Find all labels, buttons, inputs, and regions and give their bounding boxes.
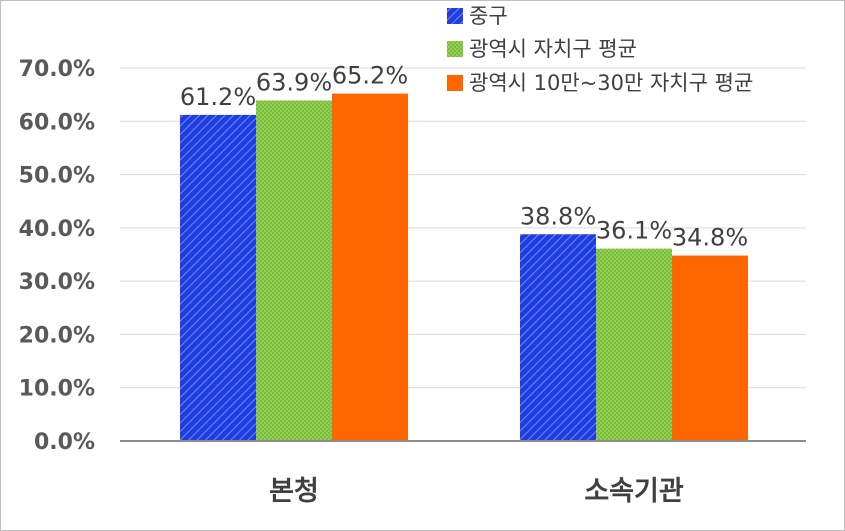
bar [332,93,408,441]
category-label: 본청 [269,476,319,507]
data-label: 63.9% [256,69,332,97]
data-label: 61.2% [180,83,256,111]
legend-swatch [447,75,463,91]
data-label: 36.1% [596,217,672,245]
data-label: 34.8% [672,224,748,252]
bar [672,255,748,441]
labels: 0.0% 10.0% 20.0% 30.0% 40.0% 50.0% 60.0% 70.0% 6… [19,57,748,507]
legend-label: 광역시 자치구 평균 [469,37,637,61]
legend-label: 광역시 10만~30만 자치구 평균 [469,71,753,95]
y-tick-label: 30.0% [19,270,95,295]
bars [180,93,748,442]
bar [256,100,332,442]
y-tick-label: 0.0% [34,430,95,455]
y-tick-label: 40.0% [19,217,95,242]
y-tick-label: 20.0% [19,323,95,348]
data-label: 38.8% [520,202,596,230]
y-tick-label: 60.0% [19,110,95,135]
legend-swatch [447,8,463,24]
legend-label: 중구 [469,4,508,28]
bar [180,114,256,442]
bar [520,234,596,441]
category-label: 소속기관 [584,476,684,507]
y-tick-label: 10.0% [19,377,95,402]
data-label: 65.2% [332,62,408,90]
y-tick-label: 70.0% [19,57,95,82]
legend-swatch [447,41,463,57]
y-tick-label: 50.0% [19,164,95,189]
bar [596,248,672,441]
